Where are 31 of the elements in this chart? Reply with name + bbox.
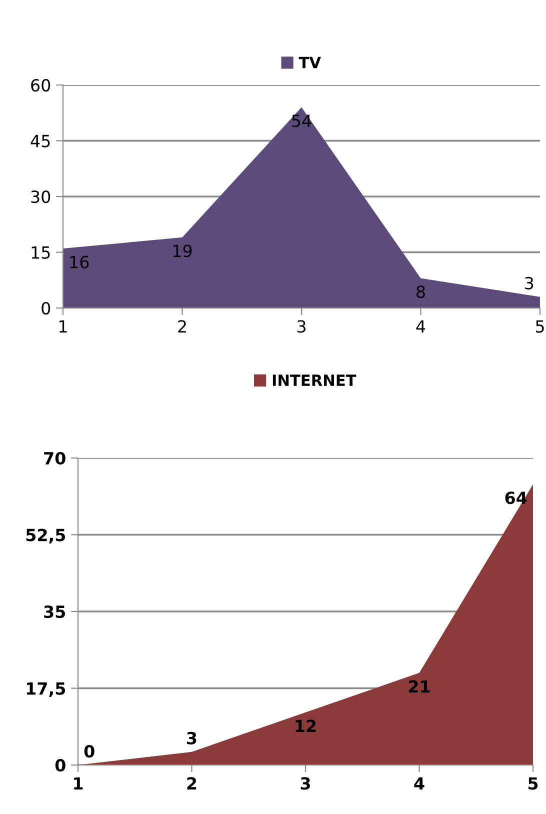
data-label: 0	[84, 744, 94, 758]
x-tick-label: 2	[178, 320, 186, 332]
y-tick-label: 70	[44, 452, 66, 465]
y-tick-label: 15	[32, 246, 50, 259]
data-label: 12	[296, 720, 316, 732]
x-tick-label: 4	[414, 777, 424, 790]
x-tick-label: 3	[300, 777, 310, 790]
x-tick-label: 5	[536, 320, 544, 333]
x-tick-label: 2	[187, 777, 196, 790]
x-tick-label: 3	[297, 320, 306, 333]
y-tick-label: 45	[30, 134, 50, 148]
data-label: 8	[416, 286, 425, 298]
data-label: 16	[70, 256, 89, 268]
x-tick-label: 1	[74, 777, 83, 790]
x-tick-label: 5	[528, 777, 538, 790]
x-tick-label: 4	[416, 320, 426, 332]
y-tick-label: 60	[31, 78, 50, 92]
legend-label: INTERNET	[272, 374, 356, 386]
data-label: 21	[408, 680, 430, 693]
y-tick-label: 30	[31, 190, 50, 204]
data-label: 19	[173, 244, 192, 258]
y-tick-label: 17,5	[26, 682, 66, 697]
y-tick-label: 0	[42, 302, 50, 315]
y-tick-label: 0	[55, 758, 66, 772]
data-label: 54	[292, 114, 312, 128]
data-label: 3	[525, 276, 534, 290]
x-tick-label: 1	[60, 320, 67, 332]
data-label: 3	[187, 732, 196, 744]
y-tick-label: 52,5	[26, 528, 66, 544]
legend-label: TV	[298, 56, 321, 68]
y-tick-label: 35	[44, 605, 66, 618]
